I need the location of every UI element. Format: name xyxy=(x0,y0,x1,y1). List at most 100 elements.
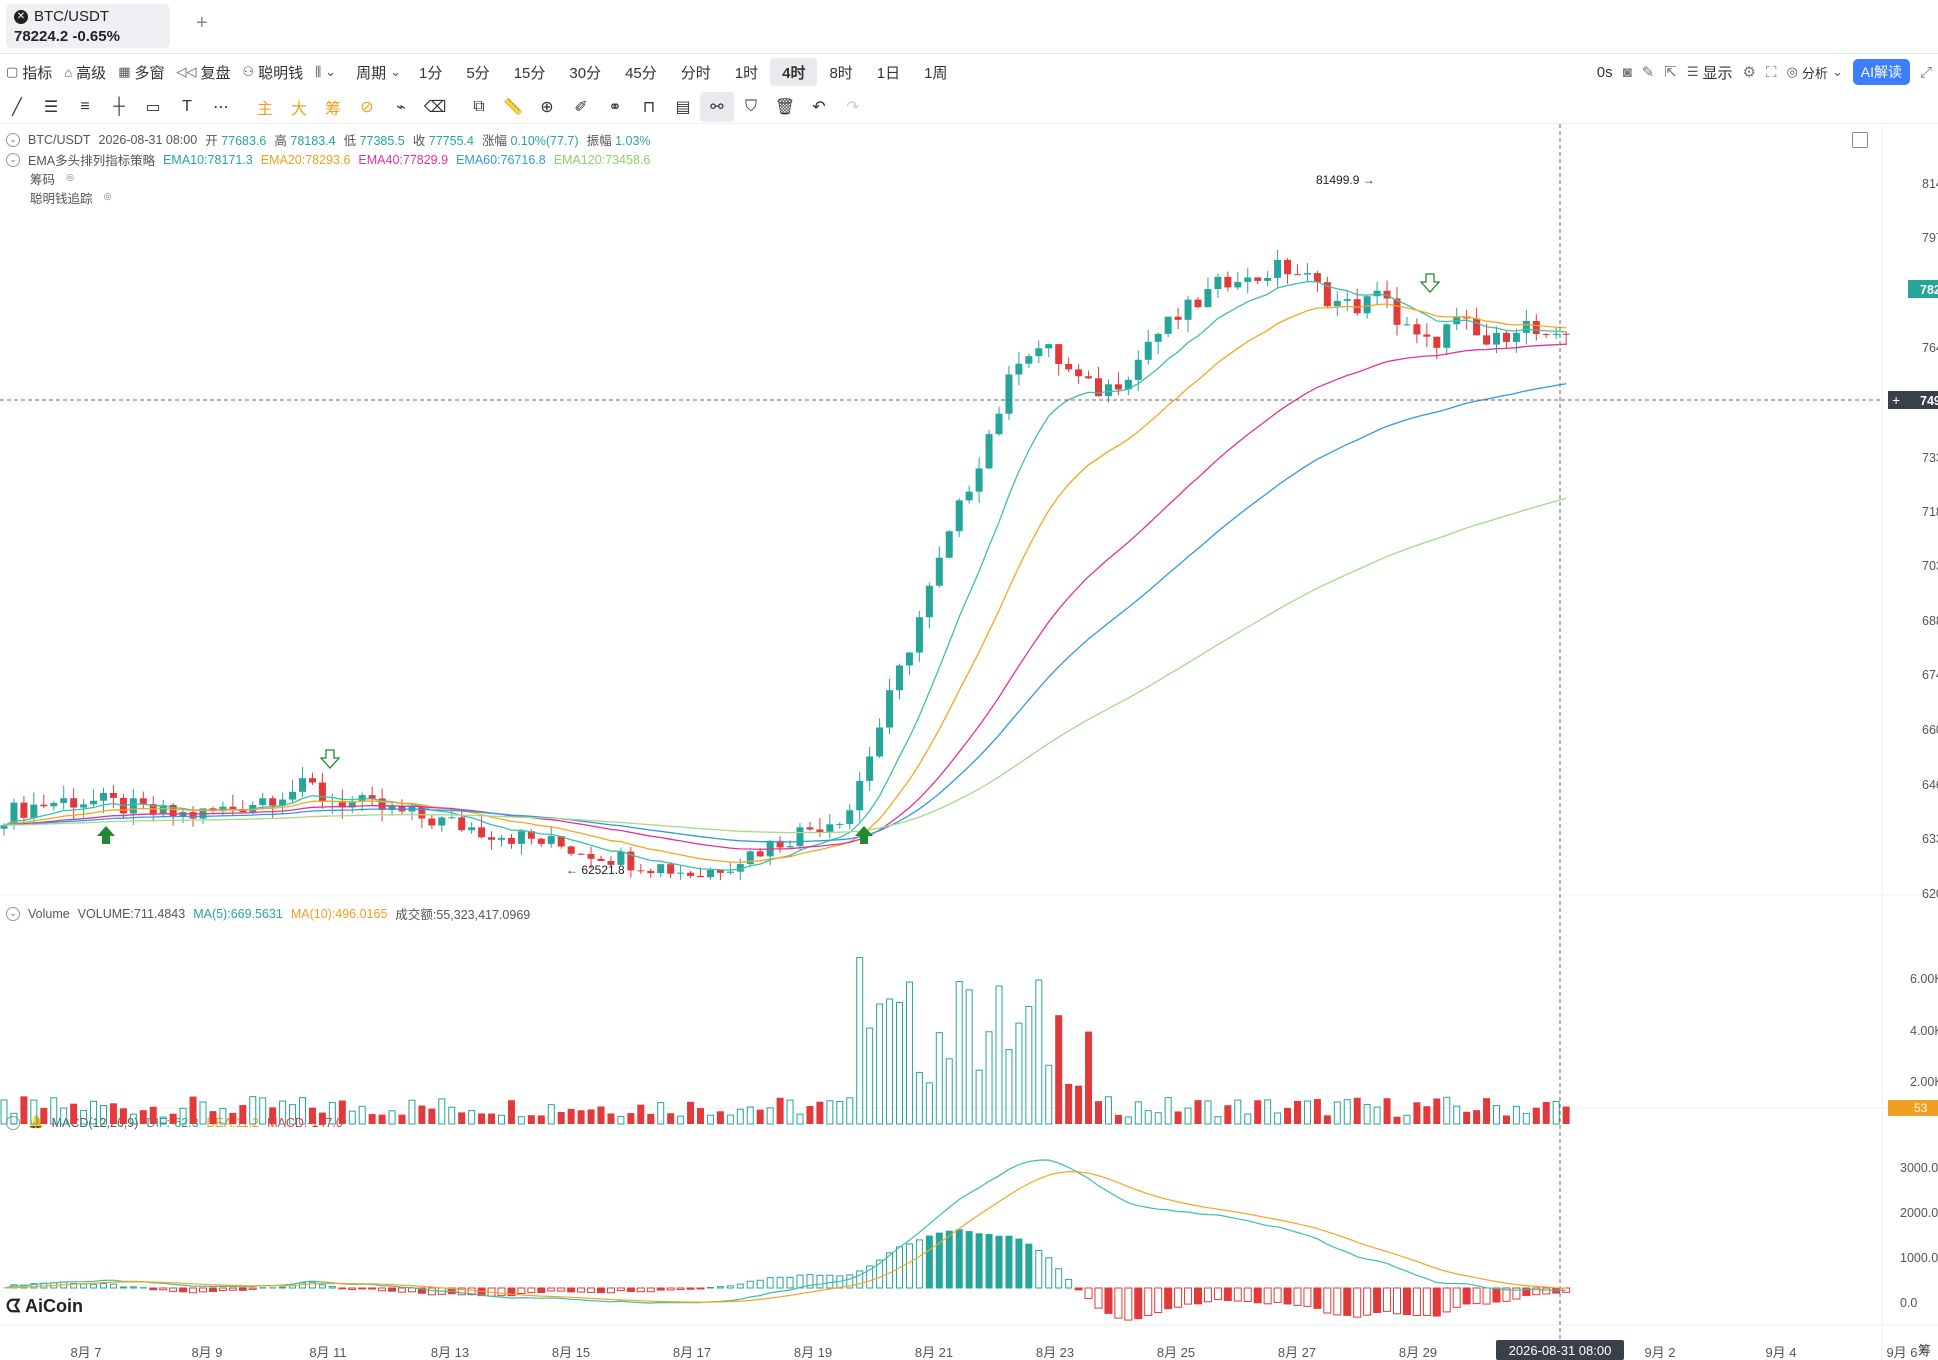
add-tab-button[interactable]: + xyxy=(196,12,208,34)
volume-bar xyxy=(139,1110,147,1124)
candle-body xyxy=(169,804,177,817)
ruler-icon[interactable]: 📏 xyxy=(503,98,523,116)
text-icon[interactable]: T xyxy=(182,97,192,115)
period-tab-8[interactable]: 8时 xyxy=(829,64,853,82)
copy-icon[interactable]: ⧉ xyxy=(473,97,485,115)
redo-icon[interactable]: ↷ xyxy=(846,98,860,116)
buy-signal-arrow-icon xyxy=(97,826,115,844)
lock-icon[interactable]: ⊓ xyxy=(642,98,656,116)
expand-icon[interactable]: ⤢ xyxy=(1919,63,1932,81)
display-button[interactable]: ☰ 显示 xyxy=(1687,58,1733,86)
macd-histogram-bar xyxy=(1134,1287,1143,1320)
period-tab-0[interactable]: 1分 xyxy=(419,64,443,82)
settings-gear-icon[interactable]: ⚙ xyxy=(1742,64,1756,81)
macd-histogram-bar xyxy=(100,1283,107,1289)
period-tab-10[interactable]: 1周 xyxy=(924,64,948,82)
analysis-button[interactable]: ◎ 分析 ⌄ xyxy=(1786,58,1842,86)
candle-body xyxy=(368,795,376,799)
hide-drawings-icon[interactable]: ⊘ xyxy=(360,98,374,116)
collapse-icon[interactable]: ⌄ xyxy=(6,152,20,167)
replay-button[interactable]: ◁◁ 复盘 xyxy=(171,58,237,86)
date-axis-label: 9月 6 xyxy=(1886,1345,1917,1360)
pencil-icon[interactable]: ✎ xyxy=(1641,64,1655,81)
ai-interpret-button[interactable]: AI解读 xyxy=(1852,59,1910,85)
legend-amplitude: 1.03% xyxy=(615,134,651,148)
magnet-icon[interactable]: ⌁ xyxy=(396,98,406,116)
chart-type-button[interactable]: ⫼ ⌄ xyxy=(309,58,342,86)
candle-body xyxy=(836,823,844,825)
macd-histogram-bar xyxy=(975,1233,983,1289)
candle-body xyxy=(786,846,794,848)
candle-body xyxy=(527,831,535,839)
horizontal-lines-icon[interactable]: ≡ xyxy=(80,97,90,115)
parallel-lines-icon[interactable]: ☰ xyxy=(43,98,59,116)
zoom-in-icon[interactable]: ⊕ xyxy=(540,98,554,116)
share-icon[interactable]: ⇱ xyxy=(1664,64,1677,81)
volume-bar xyxy=(368,1114,376,1124)
eye-icon[interactable]: ◎ xyxy=(103,190,112,201)
volume-bar xyxy=(925,1082,933,1125)
period-tab-3[interactable]: 30分 xyxy=(569,64,602,82)
period-tab-6[interactable]: 1时 xyxy=(734,64,759,82)
period-tab-2[interactable]: 15分 xyxy=(513,64,546,82)
fullscreen-icon[interactable]: ⛶ xyxy=(1765,63,1777,81)
candle-body xyxy=(1015,363,1023,375)
eye-icon[interactable]: ◎ xyxy=(66,171,74,182)
trend-line-icon[interactable]: ╱ xyxy=(12,98,22,116)
main-chart-icon[interactable]: 主 xyxy=(256,100,273,118)
candle-body xyxy=(139,798,147,805)
brush-icon[interactable]: ✐ xyxy=(574,98,588,116)
undo-icon[interactable]: ↶ xyxy=(812,98,826,116)
macd-histogram-bar xyxy=(1532,1287,1541,1296)
rectangle-icon[interactable]: ▭ xyxy=(145,98,161,116)
horizontal-ray-icon[interactable]: ┼ xyxy=(113,97,125,115)
period-tab-5[interactable]: 分时 xyxy=(680,64,711,82)
advanced-button[interactable]: ⌂ 高级 xyxy=(58,58,112,86)
date-axis-label: 8月 7 xyxy=(70,1345,101,1360)
eraser-icon[interactable]: ⌫ xyxy=(423,98,447,116)
volume-bar xyxy=(1353,1097,1361,1124)
filter-icon[interactable]: ⛉ xyxy=(744,97,757,115)
period-tab-7[interactable]: 4时 xyxy=(770,58,818,86)
multi-window-button[interactable]: ▦ 多窗 xyxy=(112,58,170,86)
indicator-button[interactable]: ▢ 指标 xyxy=(0,58,58,86)
more-tools-icon[interactable]: ⋯ xyxy=(213,98,229,116)
enlarge-icon[interactable]: 大 xyxy=(290,100,307,118)
volume-bar xyxy=(687,1101,695,1124)
candle-body xyxy=(856,780,864,811)
volume-bar xyxy=(10,1112,18,1125)
binoculars-icon[interactable]: ⚭ xyxy=(608,98,622,116)
chart-expand-icon[interactable] xyxy=(1852,132,1868,148)
period-dropdown[interactable]: 周期 ⌄ xyxy=(350,58,407,86)
trash-icon[interactable]: 🗑 xyxy=(774,98,796,116)
chart-canvas[interactable]: 81431. 79742. 76467. 74946. 73326. 71805. 7031… xyxy=(0,124,1938,1360)
macd-histogram-bar xyxy=(1035,1249,1043,1289)
tab-symbol: BTC/USDT xyxy=(34,8,109,25)
volume-bar xyxy=(1015,1022,1023,1125)
symbol-tab[interactable]: ✕ BTC/USDT 78224.2 -0.65% xyxy=(6,4,170,48)
collapse-icon[interactable]: ⌄ xyxy=(6,906,20,921)
macd-histogram-bar xyxy=(955,1229,963,1289)
link-icon[interactable]: ⚯ xyxy=(700,91,734,122)
template-icon[interactable]: ▤ xyxy=(675,98,691,116)
period-tab-9[interactable]: 1日 xyxy=(876,64,901,82)
candle-body xyxy=(896,665,903,691)
camera-icon[interactable]: ◙ xyxy=(1622,63,1632,81)
candle-body xyxy=(736,864,744,872)
chips-icon[interactable]: 筹 xyxy=(324,100,341,118)
period-tab-1[interactable]: 5分 xyxy=(466,64,490,82)
macd-histogram-bar xyxy=(587,1287,596,1293)
candle-body xyxy=(1433,336,1441,348)
collapse-icon[interactable]: ⌄ xyxy=(6,132,20,147)
legend-symbol: BTC/USDT xyxy=(28,132,91,147)
macd-histogram-bar xyxy=(1144,1287,1153,1316)
volume-bar xyxy=(149,1106,157,1124)
period-tab-4[interactable]: 45分 xyxy=(625,64,657,82)
volume-bar xyxy=(1413,1102,1421,1124)
macd-histogram-bar xyxy=(90,1283,98,1289)
candle-body xyxy=(478,827,486,838)
macd-histogram-bar xyxy=(1482,1287,1491,1305)
volume-bar xyxy=(119,1108,127,1124)
smart-money-button[interactable]: ⚇ 聪明钱 xyxy=(237,58,310,86)
bell-icon[interactable]: 🔔 xyxy=(28,1115,44,1129)
